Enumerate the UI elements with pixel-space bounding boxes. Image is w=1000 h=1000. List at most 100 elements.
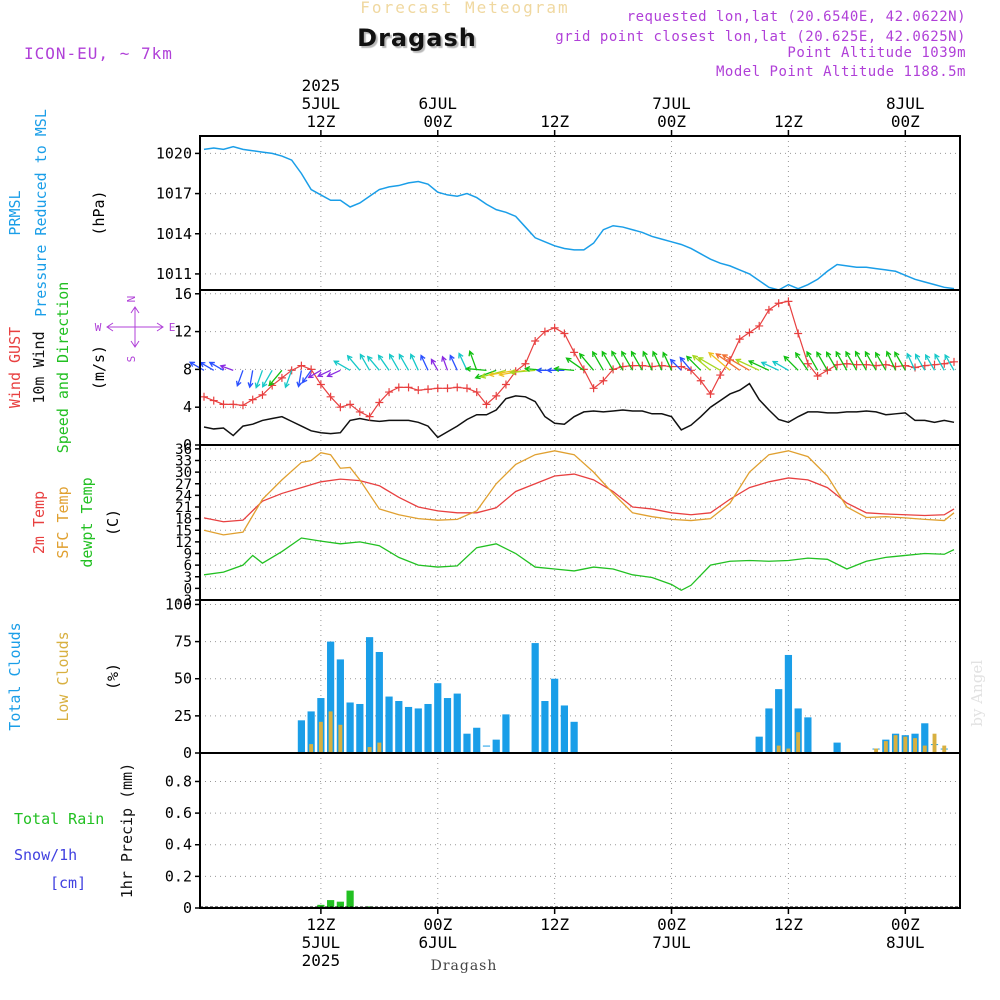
wind-direction-arrow-27: [458, 352, 468, 371]
ytick-label-temperature-3: 6: [184, 558, 192, 574]
ytick-label-temperature-12: 33: [175, 454, 192, 470]
total-cloud-bar-10: [395, 701, 403, 753]
unit-label-temperature: (C): [104, 509, 122, 536]
wind-direction-arrow-49: [669, 358, 682, 371]
gust-marker-31: [501, 380, 510, 389]
wind-direction-arrow-8: [268, 369, 283, 387]
wind-direction-arrow-21: [398, 353, 410, 371]
pressure-line: [203, 145, 955, 291]
wind-direction-arrow-18: [366, 355, 380, 371]
total-cloud-bar-32: [804, 717, 812, 753]
wind-direction-arrow-3: [219, 364, 234, 371]
total-cloud-bar-24: [551, 678, 559, 753]
ytick-label-clouds-4: 100: [165, 595, 192, 613]
rain-bar-2: [336, 901, 344, 908]
wind-direction-arrow-73: [906, 352, 916, 371]
total-cloud-bar-3: [327, 641, 335, 753]
gust-marker-55: [735, 335, 744, 344]
gust-marker-1: [209, 396, 218, 405]
gust-marker-77: [950, 357, 958, 366]
gust-marker-28: [472, 388, 481, 397]
ytick-label-wind-4: 16: [174, 285, 192, 303]
wind-direction-arrow-22: [409, 353, 419, 371]
low-cloud-bar-7: [367, 747, 372, 753]
top-time-label-0-2: 12Z: [306, 112, 335, 131]
unit-label-wind: (m/s): [90, 345, 108, 390]
low-cloud-bar-1: [309, 744, 314, 753]
gust-marker-2: [219, 400, 228, 409]
low-cloud-bar-35: [874, 748, 879, 753]
gust-marker-34: [531, 337, 540, 346]
gust-marker-30: [492, 391, 501, 400]
compass-north: N: [125, 296, 138, 303]
gust-marker-9: [287, 366, 296, 375]
top-time-label-4-0: 12Z: [774, 112, 803, 131]
wind-direction-arrow-0: [188, 361, 205, 371]
ylabel-temperature-0: 2m Temp: [30, 491, 48, 554]
wind-direction-arrow-19: [377, 354, 390, 371]
total-cloud-bar-4: [336, 659, 344, 753]
wind-direction-arrow-72: [894, 351, 906, 371]
ylabel-wind-0: Wind GUST: [6, 327, 24, 408]
ylabel-clouds-1: Low Clouds: [54, 631, 72, 721]
ytick-label-clouds-2: 50: [174, 670, 192, 688]
wind-direction-arrow-40: [578, 352, 595, 371]
ytick-label-precip-3: 0.6: [165, 804, 192, 822]
bottom-time-label-0-0: 12Z: [306, 915, 335, 934]
gust-marker-0: [200, 392, 208, 401]
total-cloud-bar-1: [307, 711, 315, 753]
total-cloud-bar-18: [473, 727, 481, 753]
gust-marker-60: [784, 297, 793, 306]
wind-direction-arrow-28: [468, 350, 478, 371]
snow-unit-label: [cm]: [50, 874, 86, 892]
gust-marker-56: [745, 328, 754, 337]
gust-marker-61: [794, 329, 803, 338]
ylabel-precip-0: 1hr Precip (mm): [118, 763, 136, 898]
ylabel-temperature-1: SFC Temp: [54, 486, 72, 558]
gust-marker-3: [229, 400, 238, 409]
gust-marker-22: [414, 386, 423, 395]
wind-direction-arrow-50: [679, 356, 692, 371]
gust-marker-14: [336, 403, 345, 412]
wind-direction-arrow-45: [630, 350, 643, 371]
wind-direction-arrow-7: [262, 370, 273, 388]
wind-direction-arrow-42: [601, 350, 614, 371]
grid-point-location: grid point closest lon,lat (20.625E, 42.…: [555, 29, 966, 45]
gust-marker-49: [677, 362, 686, 371]
requested-location: requested lon,lat (20.6540E, 42.0622N): [626, 9, 966, 25]
ytick-label-temperature-9: 24: [175, 488, 192, 504]
model-point-altitude: Model Point Altitude 1188.5m: [715, 64, 966, 80]
ytick-label-temperature-0: -3: [175, 593, 192, 609]
ytick-label-clouds-3: 75: [174, 633, 192, 651]
total-cloud-bar-9: [385, 696, 393, 753]
top-time-label-0-0: 2025: [302, 76, 341, 95]
low-cloud-bar-36: [883, 741, 888, 753]
bottom-time-label-3-0: 00Z: [657, 915, 686, 934]
wind-direction-arrow-25: [441, 355, 449, 371]
ytick-label-temperature-10: 27: [175, 477, 192, 493]
low-cloud-bar-2: [318, 721, 323, 753]
wind-direction-arrow-56: [721, 354, 750, 371]
gust-marker-39: [579, 365, 588, 374]
wind-direction-arrow-11: [301, 369, 312, 384]
total-cloud-bar-20: [492, 739, 500, 753]
gust-marker-27: [462, 384, 471, 393]
gust-marker-38: [570, 348, 579, 357]
wind-direction-arrow-64: [816, 351, 828, 371]
gust-marker-52: [706, 389, 715, 398]
ytick-label-wind-0: 0: [183, 436, 192, 454]
wind-direction-arrow-65: [825, 351, 838, 371]
wind-direction-arrow-70: [875, 351, 887, 371]
total-cloud-bar-7: [365, 637, 374, 753]
dewpoint-line: [203, 537, 955, 592]
total-cloud-bar-12: [414, 708, 422, 753]
compass-west: W: [95, 321, 102, 334]
gust-marker-24: [433, 384, 442, 393]
total-rain-label: Total Rain: [14, 810, 104, 828]
ytick-label-temperature-2: 3: [184, 570, 192, 586]
wind-direction-arrow-67: [845, 350, 858, 371]
total-cloud-bar-40: [921, 723, 929, 753]
ytick-label-wind-2: 8: [183, 360, 192, 378]
gust-marker-12: [316, 380, 325, 389]
